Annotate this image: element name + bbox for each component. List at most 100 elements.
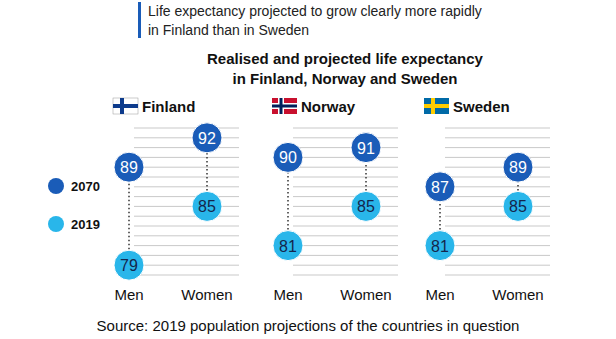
group-label: Norway xyxy=(301,98,356,115)
flag xyxy=(113,98,138,114)
grid-line xyxy=(445,245,550,246)
dot xyxy=(114,250,144,280)
data-label: 92 xyxy=(198,130,216,147)
data-label: 89 xyxy=(509,159,527,176)
grid-line xyxy=(134,196,239,197)
flag xyxy=(272,98,297,114)
grid-line xyxy=(445,235,550,236)
legend-swatch xyxy=(48,178,64,194)
flag-cross xyxy=(272,105,297,108)
grid-line xyxy=(293,216,398,217)
flag-cross xyxy=(272,103,297,109)
data-label: 90 xyxy=(279,149,297,166)
group-label: Sweden xyxy=(453,98,510,115)
legend-label: 2070 xyxy=(71,179,100,194)
grid-line xyxy=(445,255,550,256)
grid-line xyxy=(293,147,398,148)
grid-line xyxy=(134,226,239,227)
dot xyxy=(273,231,303,261)
grid-line xyxy=(293,196,398,197)
grid-line xyxy=(445,216,550,217)
data-label: 89 xyxy=(120,159,138,176)
data-label: 85 xyxy=(198,198,216,215)
category-label: Women xyxy=(340,286,391,303)
grid-line xyxy=(293,226,398,227)
grid-line xyxy=(134,167,239,168)
flag-field xyxy=(272,98,297,114)
grid-line xyxy=(293,265,398,266)
grid-line xyxy=(134,186,239,187)
grid-line xyxy=(293,177,398,178)
grid-line xyxy=(134,177,239,178)
grid-line xyxy=(134,235,239,236)
grid-line xyxy=(445,186,550,187)
dot xyxy=(425,172,455,202)
data-labels: 89 92 90 91 87 89 79 85 81 85 81 85 xyxy=(120,130,527,274)
grid-line xyxy=(293,235,398,236)
dot xyxy=(503,191,533,221)
grid-line xyxy=(445,206,550,207)
grid-line xyxy=(293,186,398,187)
grid-line xyxy=(445,137,550,138)
category-label: Men xyxy=(114,286,143,303)
grid-line xyxy=(134,206,239,207)
data-label: 81 xyxy=(431,238,449,255)
grid-line xyxy=(445,265,550,266)
grid-line xyxy=(293,206,398,207)
grid-line xyxy=(134,275,239,276)
data-label: 91 xyxy=(357,140,375,157)
grid-line xyxy=(134,245,239,246)
grid-line xyxy=(445,128,550,129)
flag-cross xyxy=(113,104,138,108)
dot xyxy=(503,152,533,182)
dot xyxy=(351,133,381,163)
flag xyxy=(424,98,449,114)
data-label: 87 xyxy=(431,179,449,196)
grid-line xyxy=(445,177,550,178)
grid-line xyxy=(134,265,239,266)
data-label: 81 xyxy=(279,238,297,255)
dot xyxy=(425,231,455,261)
source: Source: 2019 population projections of t… xyxy=(97,317,520,334)
category-label: Women xyxy=(492,286,543,303)
grid-line xyxy=(293,255,398,256)
title: Realised and projected life expectancy in… xyxy=(207,50,484,87)
data-label: 85 xyxy=(357,198,375,215)
legend-swatch xyxy=(48,216,64,232)
grid-line xyxy=(134,147,239,148)
title-line: Realised and projected life expectancy xyxy=(207,50,484,67)
grid-line xyxy=(445,196,550,197)
grid-line xyxy=(134,216,239,217)
dot xyxy=(114,152,144,182)
data-label: 79 xyxy=(120,257,138,274)
dot xyxy=(351,191,381,221)
category-label: Women xyxy=(181,286,232,303)
subtitle-line: in Finland than in Sweden xyxy=(148,22,309,38)
subtitle-line: Life expectancy projected to grow clearl… xyxy=(148,3,482,19)
grid-line xyxy=(293,157,398,158)
grid-line xyxy=(445,226,550,227)
grid-line xyxy=(445,275,550,276)
plot-area xyxy=(114,123,533,280)
grid-line xyxy=(445,157,550,158)
grid-line xyxy=(134,255,239,256)
grid-line xyxy=(293,275,398,276)
subtitle-bar xyxy=(138,2,141,38)
dot xyxy=(192,191,222,221)
grid-line xyxy=(293,245,398,246)
data-label: 85 xyxy=(509,198,527,215)
flag-field xyxy=(113,98,138,114)
grid-line xyxy=(293,137,398,138)
chart: Life expectancy projected to grow clearl… xyxy=(0,0,616,339)
subtitle: Life expectancy projected to grow clearl… xyxy=(148,3,482,38)
legend-label: 2019 xyxy=(71,217,100,232)
flag-cross xyxy=(424,104,449,108)
grid-line xyxy=(445,147,550,148)
grid-line xyxy=(134,128,239,129)
category-label: Men xyxy=(425,286,454,303)
title-line: in Finland, Norway and Sweden xyxy=(232,70,457,87)
grid-line xyxy=(293,128,398,129)
category-label: Men xyxy=(273,286,302,303)
flag-field xyxy=(424,98,449,114)
grid-line xyxy=(134,157,239,158)
